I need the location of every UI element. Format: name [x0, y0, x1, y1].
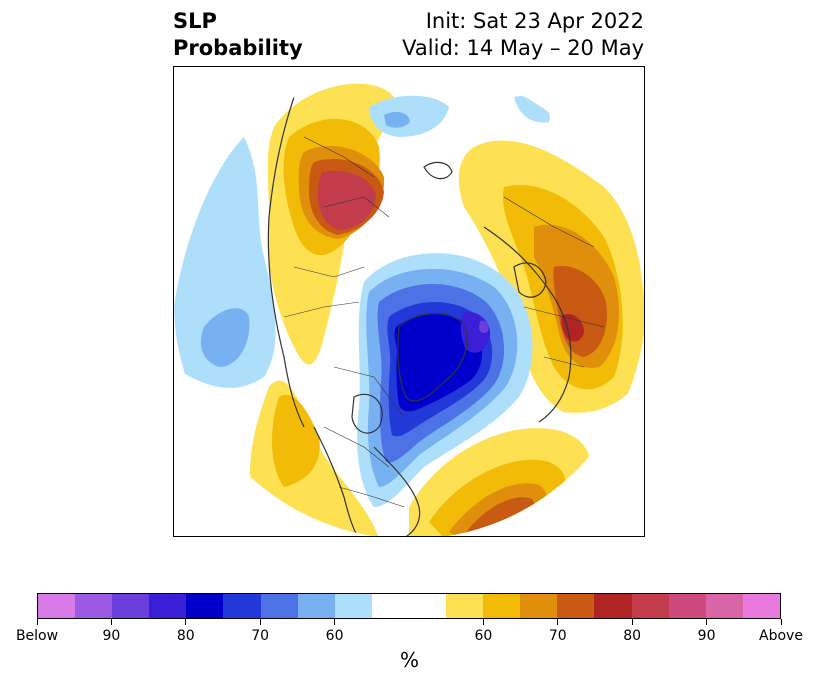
colorbar-segment — [75, 594, 113, 618]
canada-below-l5 — [394, 314, 483, 412]
colorbar-tick-label: 80 — [623, 628, 642, 644]
colorbar-segment — [112, 594, 150, 618]
colorbar-tick-label: 70 — [548, 628, 567, 644]
arctic-islands — [423, 161, 453, 180]
colorbar-segment — [408, 594, 447, 618]
asia-inner-borders — [283, 136, 390, 318]
colorbar-segment — [594, 594, 632, 618]
colorbar-tick-label: 70 — [251, 628, 270, 644]
map-dates: Init: Sat 23 Apr 2022 Valid: 14 May – 20… — [402, 8, 644, 62]
colorbar-tick — [780, 619, 782, 625]
arctic-below-core — [384, 111, 410, 128]
asia-coastline — [267, 96, 305, 428]
colorbar-segment — [483, 594, 521, 618]
colorbar-segment — [446, 594, 484, 618]
colorbar-tick — [36, 619, 38, 625]
colorbar-labels: Below 90 80 70 60 60 70 80 90 Above — [16, 628, 803, 646]
map-canvas — [174, 83, 644, 536]
europe-inner-borders — [503, 196, 605, 368]
colorbar-segment — [260, 594, 298, 618]
colorbar — [37, 593, 781, 619]
colorbar-tick-label: Below — [15, 628, 59, 644]
north-america-borders — [323, 366, 405, 508]
colorbar-segment — [297, 594, 335, 618]
hudson-bay — [351, 393, 383, 434]
probability-map — [173, 66, 645, 537]
colorbar-segment — [186, 594, 224, 618]
colorbar-tick-label: Above — [759, 628, 803, 644]
colorbar-tick — [185, 619, 187, 625]
colorbar-ticks — [36, 619, 782, 627]
valid-range: Valid: 14 May – 20 May — [402, 36, 644, 60]
arctic-below-region — [369, 95, 449, 137]
pacific-below-region — [174, 137, 276, 388]
colorbar-segment — [742, 594, 780, 618]
map-title: SLP Probability — [173, 8, 303, 62]
north-america-eastcoast — [373, 446, 421, 536]
colorbar-unit: % — [399, 648, 419, 672]
colorbar-segment — [223, 594, 261, 618]
colorbar-tick-label: 90 — [697, 628, 716, 644]
colorbar-segment — [631, 594, 669, 618]
colorbar-segment — [668, 594, 706, 618]
coastlines — [267, 96, 605, 536]
colorbar-tick — [259, 619, 261, 625]
probability-field — [174, 83, 644, 536]
colorbar-tick — [706, 619, 708, 625]
pacific-below-core — [200, 308, 250, 367]
colorbar-tick-label: 60 — [325, 628, 344, 644]
colorbar-segment — [149, 594, 187, 618]
americas-westcoast — [313, 426, 360, 536]
greenland-outline — [397, 312, 468, 402]
init-date: Init: Sat 23 Apr 2022 — [425, 9, 644, 33]
colorbar-segment — [520, 594, 558, 618]
colorbar-tick — [334, 619, 336, 625]
atlantic-above-core — [464, 497, 535, 536]
title-variable: SLP — [173, 9, 217, 33]
colorbar-tick-label: 90 — [102, 628, 121, 644]
colorbar-segment — [334, 594, 372, 618]
colorbar-segment — [38, 594, 76, 618]
arctic-below-east — [514, 96, 550, 123]
colorbar-tick — [631, 619, 633, 625]
colorbar-tick-label: 60 — [474, 628, 493, 644]
title-type: Probability — [173, 36, 303, 60]
asia-above-core4 — [317, 170, 376, 230]
scandinavia — [513, 262, 547, 298]
westcoast-above-core — [272, 394, 320, 487]
colorbar-segment — [705, 594, 743, 618]
colorbar-segment — [557, 594, 595, 618]
colorbar-tick — [110, 619, 112, 625]
colorbar-tick — [557, 619, 559, 625]
colorbar-tick-label: 80 — [176, 628, 195, 644]
canada-below-core — [479, 320, 489, 334]
colorbar-segment — [371, 594, 409, 618]
europe-coastline — [483, 226, 572, 423]
colorbar-tick — [482, 619, 484, 625]
